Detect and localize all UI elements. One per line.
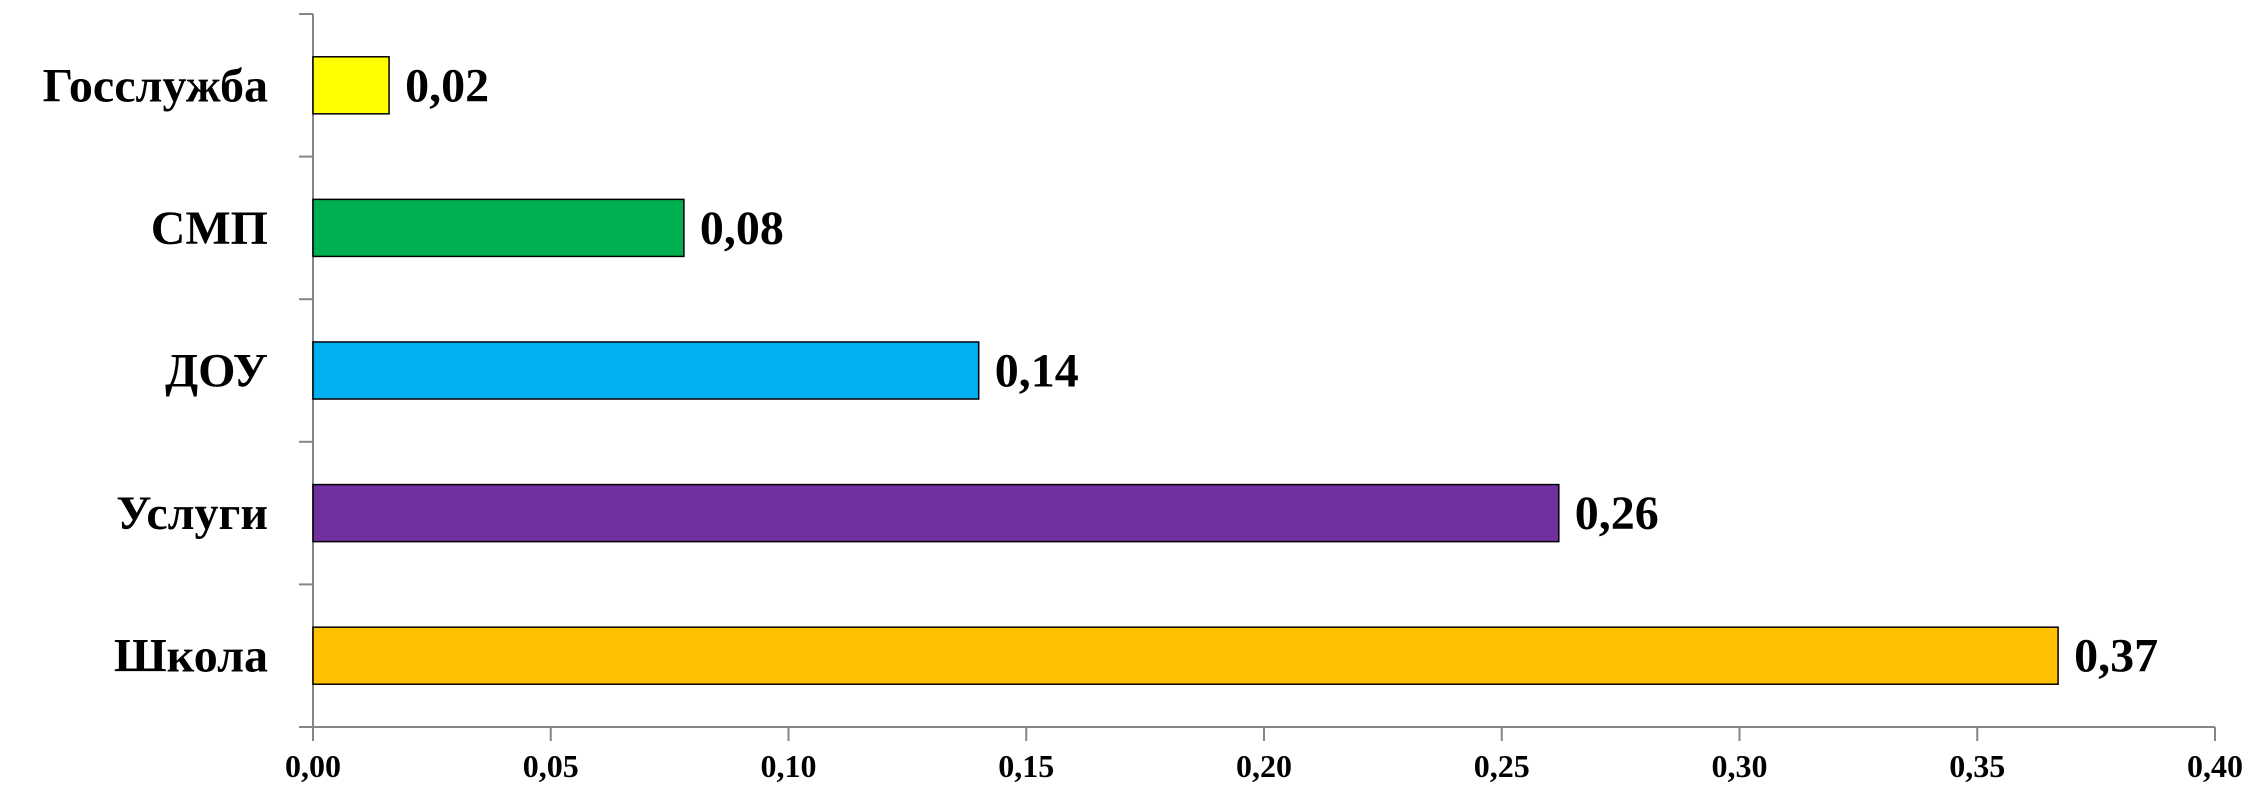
- category-label: СМП: [151, 202, 268, 255]
- x-tick-label: 0,15: [998, 748, 1054, 784]
- x-tick-label: 0,00: [285, 748, 341, 784]
- x-tick-label: 0,05: [523, 748, 579, 784]
- data-label: 0,26: [1575, 487, 1659, 540]
- data-label: 0,37: [2074, 630, 2158, 683]
- data-label: 0,02: [405, 59, 489, 112]
- bar: [312, 483, 1560, 543]
- data-label: 0,08: [700, 202, 784, 255]
- x-tick-label: 0,25: [1474, 748, 1530, 784]
- x-tick-label: 0,30: [1712, 748, 1768, 784]
- x-tick-label: 0,20: [1236, 748, 1292, 784]
- bar: [312, 626, 2059, 685]
- category-label: ДОУ: [165, 345, 268, 398]
- bar: [312, 198, 685, 258]
- bars: [312, 56, 2059, 685]
- x-tick-label: 0,35: [1949, 748, 2005, 784]
- bar: [312, 341, 980, 400]
- data-label: 0,14: [995, 345, 1079, 398]
- x-tick-label: 0,40: [2187, 748, 2243, 784]
- category-label: Услуги: [116, 487, 268, 540]
- category-label: Школа: [114, 630, 268, 683]
- bar: [312, 56, 390, 115]
- labels: 0,00 0,05 0,10 0,15 0,20 0,25 0,30 0,35 0,40 Госс…: [43, 59, 2243, 784]
- x-tick-label: 0,10: [761, 748, 817, 784]
- category-label: Госслужба: [43, 59, 268, 112]
